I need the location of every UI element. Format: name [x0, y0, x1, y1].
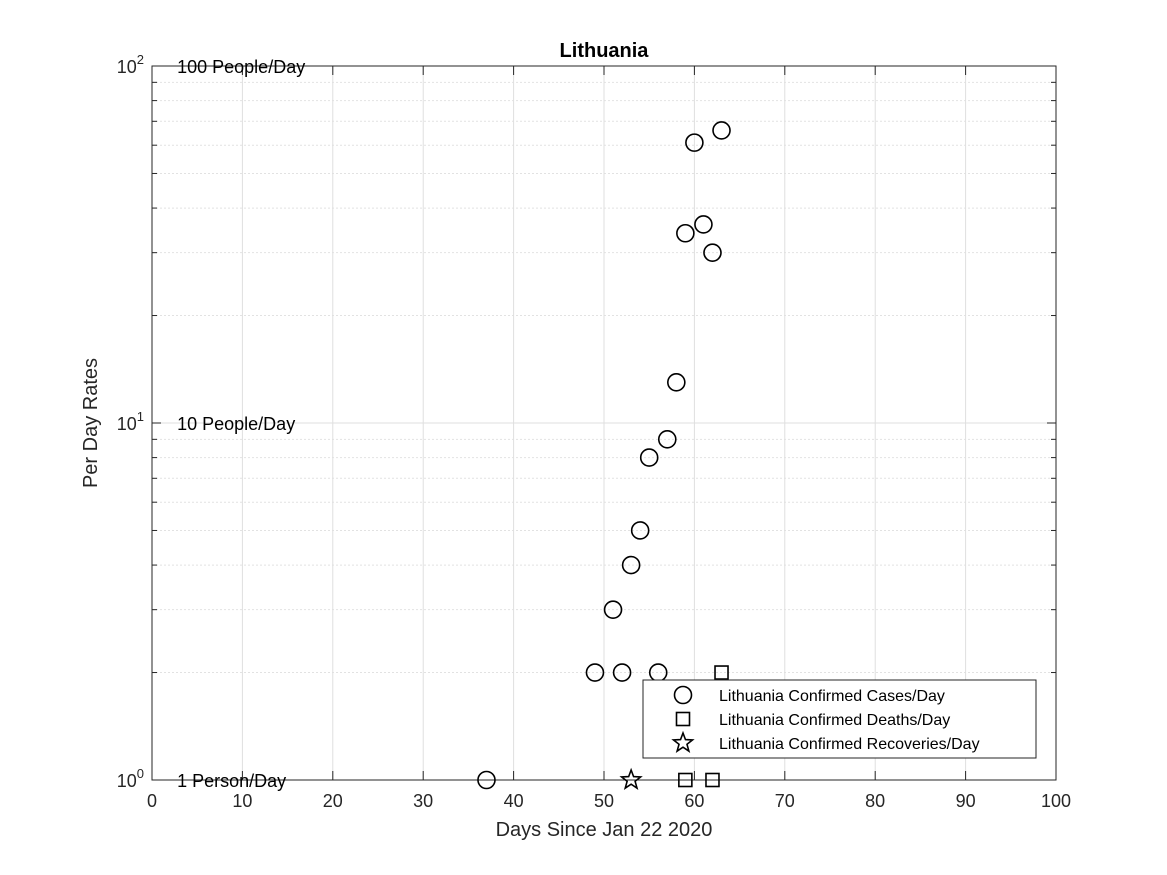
chart-title: Lithuania: [560, 40, 650, 62]
annotations: 100 People/Day 10 People/Day 1 Person/Day: [177, 57, 305, 791]
data-point: [676, 223, 695, 243]
legend-item: Lithuania Confirmed Recoveries/Day: [671, 730, 980, 753]
y-tick-label: 102: [117, 52, 144, 77]
legend-item: Lithuania Confirmed Deaths/Day: [675, 711, 950, 729]
data-point: [678, 772, 693, 788]
data-point: [477, 770, 496, 790]
legend-item: Lithuania Confirmed Cases/Day: [673, 685, 945, 705]
data-point: [714, 665, 729, 680]
data-point: [703, 243, 722, 262]
legend-box: [642, 679, 1037, 759]
y-tick-base: 10: [117, 57, 137, 77]
series-star: [619, 767, 643, 790]
annotation-label: 100 People/Day: [177, 57, 305, 77]
y-tick-label: 100: [117, 766, 144, 791]
legend-marker-circle-icon: [673, 685, 693, 705]
y-tick-base: 10: [117, 414, 137, 434]
x-tick-labels: 0 10 20 30 40 50 60 70 80 90 100: [147, 791, 1071, 811]
y-tick-exponent: 2: [137, 52, 144, 67]
series-square: [678, 665, 729, 788]
legend-label: Lithuania Confirmed Deaths/Day: [719, 712, 950, 729]
legend-label: Lithuania Confirmed Recoveries/Day: [719, 736, 980, 753]
x-tick-label: 60: [684, 791, 704, 811]
data-point: [619, 767, 643, 790]
legend: Lithuania Confirmed Cases/Day Lithuania C…: [642, 679, 1037, 759]
x-tick-label: 10: [232, 791, 252, 811]
x-tick-label: 20: [323, 791, 343, 811]
x-tick-label: 70: [775, 791, 795, 811]
data-point: [630, 521, 650, 540]
data-point: [657, 430, 677, 449]
axis-ticks: [151, 65, 1057, 781]
x-tick-label: 100: [1041, 791, 1071, 811]
data-point: [603, 600, 623, 619]
data-point: [639, 448, 659, 467]
legend-marker-star-icon: [671, 730, 695, 753]
y-tick-label: 101: [117, 409, 144, 434]
annotation-label: 1 Person/Day: [177, 771, 286, 791]
legend-marker-square-icon: [675, 711, 691, 727]
data-point: [612, 663, 632, 682]
data-marks: [477, 121, 731, 790]
x-tick-label: 90: [956, 791, 976, 811]
y-tick-base: 10: [117, 771, 137, 791]
series-circle: [477, 121, 731, 790]
data-point: [667, 373, 686, 392]
x-tick-label: 0: [147, 791, 157, 811]
data-point: [621, 555, 641, 575]
y-tick-exponent: 1: [137, 409, 144, 424]
x-tick-label: 30: [413, 791, 433, 811]
x-tick-label: 50: [594, 791, 614, 811]
annotation-label: 10 People/Day: [177, 414, 295, 434]
y-tick-exponent: 0: [137, 766, 144, 781]
x-axis-label: Days Since Jan 22 2020: [496, 819, 713, 841]
data-point: [705, 772, 720, 788]
legend-label: Lithuania Confirmed Cases/Day: [719, 688, 945, 705]
data-point: [694, 215, 713, 234]
y-axis-label: Per Day Rates: [80, 358, 102, 488]
x-tick-label: 40: [504, 791, 524, 811]
x-tick-label: 80: [865, 791, 885, 811]
data-point: [585, 663, 605, 682]
data-point: [685, 133, 704, 152]
data-point: [712, 121, 731, 140]
